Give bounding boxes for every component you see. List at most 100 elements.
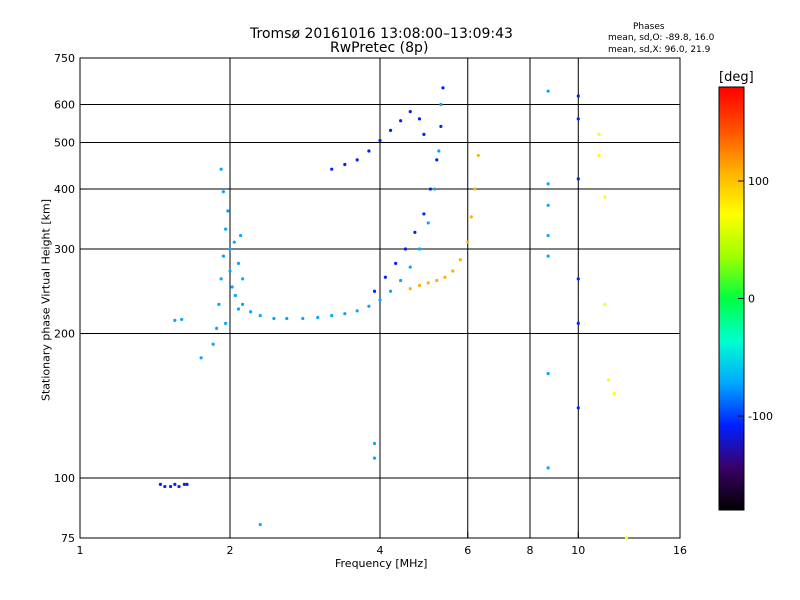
y-tick-label: 500 [54,137,75,150]
data-point [413,230,417,234]
data-point [451,269,455,273]
data-point [372,441,377,446]
x-tick-label: 4 [377,544,384,557]
data-point [182,482,186,486]
data-point [441,86,445,90]
data-point [301,316,305,321]
data-point [408,109,412,114]
colorbar-ticks: 100 0 -100 [738,175,773,423]
data-point [215,326,219,330]
data-point [443,275,447,279]
data-point [241,302,245,307]
data-point [238,233,243,238]
data-point [272,316,276,321]
data-point [177,484,181,489]
data-point [546,466,550,470]
data-point [241,277,245,281]
colorbar-label: [deg] [719,70,754,85]
y-tick-label: 600 [54,99,75,112]
data-point [546,233,550,238]
data-point [388,128,393,132]
data-point [219,277,223,281]
chart-title: Tromsø 20161016 13:08:00–13:09:43 [250,26,513,42]
data-point [378,298,382,302]
data-point [221,254,226,258]
data-point [233,293,237,298]
data-point [466,240,470,244]
data-point [417,283,422,287]
data-point [228,247,232,251]
data-point [258,313,262,318]
data-point [476,153,480,158]
data-point [435,158,439,162]
x-tick-label: 2 [227,544,234,557]
data-point [435,278,439,283]
data-point [417,117,422,121]
colorbar-tick-label: -100 [748,410,773,423]
data-point [546,182,550,186]
data-point [372,456,377,460]
data-point [576,277,580,281]
data-point [394,261,398,265]
data-point [606,378,611,382]
data-point [576,406,580,410]
data-point [469,215,473,219]
data-point [217,302,221,307]
data-point [437,149,441,153]
x-tick-label: 1 [77,544,84,557]
data-point [408,287,412,291]
data-point [439,124,443,129]
data-point [169,484,173,489]
data-point [211,342,215,346]
legend-o-stats: mean, sd,O: -89.8, 16.0 [608,33,715,43]
x-tick-label: 10 [571,544,585,557]
data-point [403,247,408,251]
data-point [546,372,550,376]
legend-x-stats: mean, sd,X: 96.0, 21.9 [608,45,711,55]
data-point [576,321,580,325]
data-point [399,278,403,283]
data-point [576,117,580,121]
data-point [163,484,167,489]
data-point [458,258,463,262]
data-point [422,132,426,136]
y-axis-ticks: 75 100 200 300 400 500 600 750 [54,52,86,545]
data-point [221,190,226,194]
x-axis-ticks: 1 2 4 6 8 10 16 [77,532,687,557]
data-point [249,310,253,314]
data-point [426,281,430,285]
y-tick-label: 400 [54,183,75,196]
data-point [372,289,377,293]
data-point [546,254,550,258]
data-point [408,265,412,269]
data-point [624,536,629,540]
data-point [258,522,262,527]
data-point [230,285,234,289]
data-point [399,119,403,123]
data-point [185,482,189,486]
chart-subtitle: RwPretec (8p) [330,40,429,56]
data-point [158,482,163,486]
data-point [422,212,426,216]
grid-lines [80,58,680,538]
data-point [597,132,601,136]
data-point [343,312,347,316]
data-point [316,315,320,320]
data-point [224,321,228,325]
legend-heading: Phases [633,22,665,32]
data-points [158,86,629,540]
y-tick-label: 100 [54,472,75,485]
x-tick-label: 6 [464,544,471,557]
data-point [226,209,230,213]
data-point [173,318,177,323]
data-point [426,221,430,225]
data-point [330,313,334,318]
data-point [576,94,580,98]
data-point [199,356,203,360]
data-point [232,240,236,244]
data-point [228,269,232,273]
data-point [343,162,347,167]
data-point [355,309,359,313]
data-point [236,261,241,265]
data-point [576,177,580,181]
